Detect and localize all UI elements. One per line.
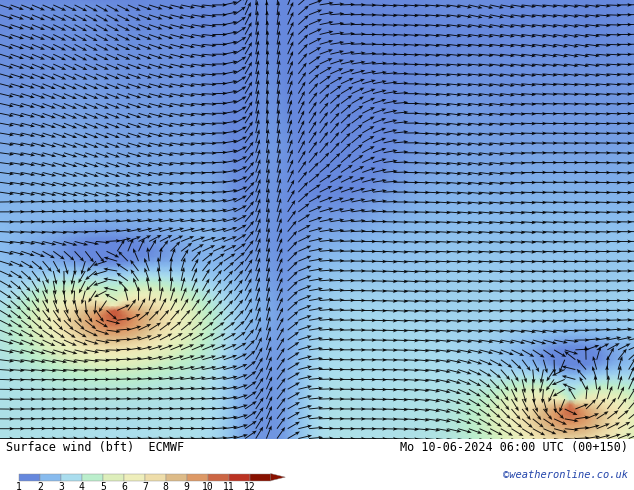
Bar bbox=[166, 473, 187, 481]
Text: Mo 10-06-2024 06:00 UTC (00+150): Mo 10-06-2024 06:00 UTC (00+150) bbox=[399, 441, 628, 454]
Text: 12: 12 bbox=[244, 482, 256, 490]
Bar bbox=[250, 473, 271, 481]
Bar bbox=[124, 473, 145, 481]
Text: 3: 3 bbox=[58, 482, 64, 490]
Bar bbox=[103, 473, 124, 481]
Bar bbox=[187, 473, 208, 481]
Text: 2: 2 bbox=[37, 482, 43, 490]
Text: 5: 5 bbox=[100, 482, 106, 490]
Text: 11: 11 bbox=[223, 482, 235, 490]
Text: 1: 1 bbox=[16, 482, 22, 490]
Text: 4: 4 bbox=[79, 482, 85, 490]
Bar bbox=[208, 473, 229, 481]
Bar bbox=[229, 473, 250, 481]
Bar bbox=[145, 473, 166, 481]
Text: 7: 7 bbox=[142, 482, 148, 490]
Text: 8: 8 bbox=[163, 482, 169, 490]
Bar bbox=[19, 473, 40, 481]
Bar bbox=[61, 473, 82, 481]
Bar bbox=[40, 473, 61, 481]
Polygon shape bbox=[271, 473, 285, 481]
Bar bbox=[82, 473, 103, 481]
Text: 9: 9 bbox=[184, 482, 190, 490]
Text: ©weatheronline.co.uk: ©weatheronline.co.uk bbox=[503, 469, 628, 480]
Text: 6: 6 bbox=[121, 482, 127, 490]
Text: 10: 10 bbox=[202, 482, 214, 490]
Text: Surface wind (bft)  ECMWF: Surface wind (bft) ECMWF bbox=[6, 441, 184, 454]
